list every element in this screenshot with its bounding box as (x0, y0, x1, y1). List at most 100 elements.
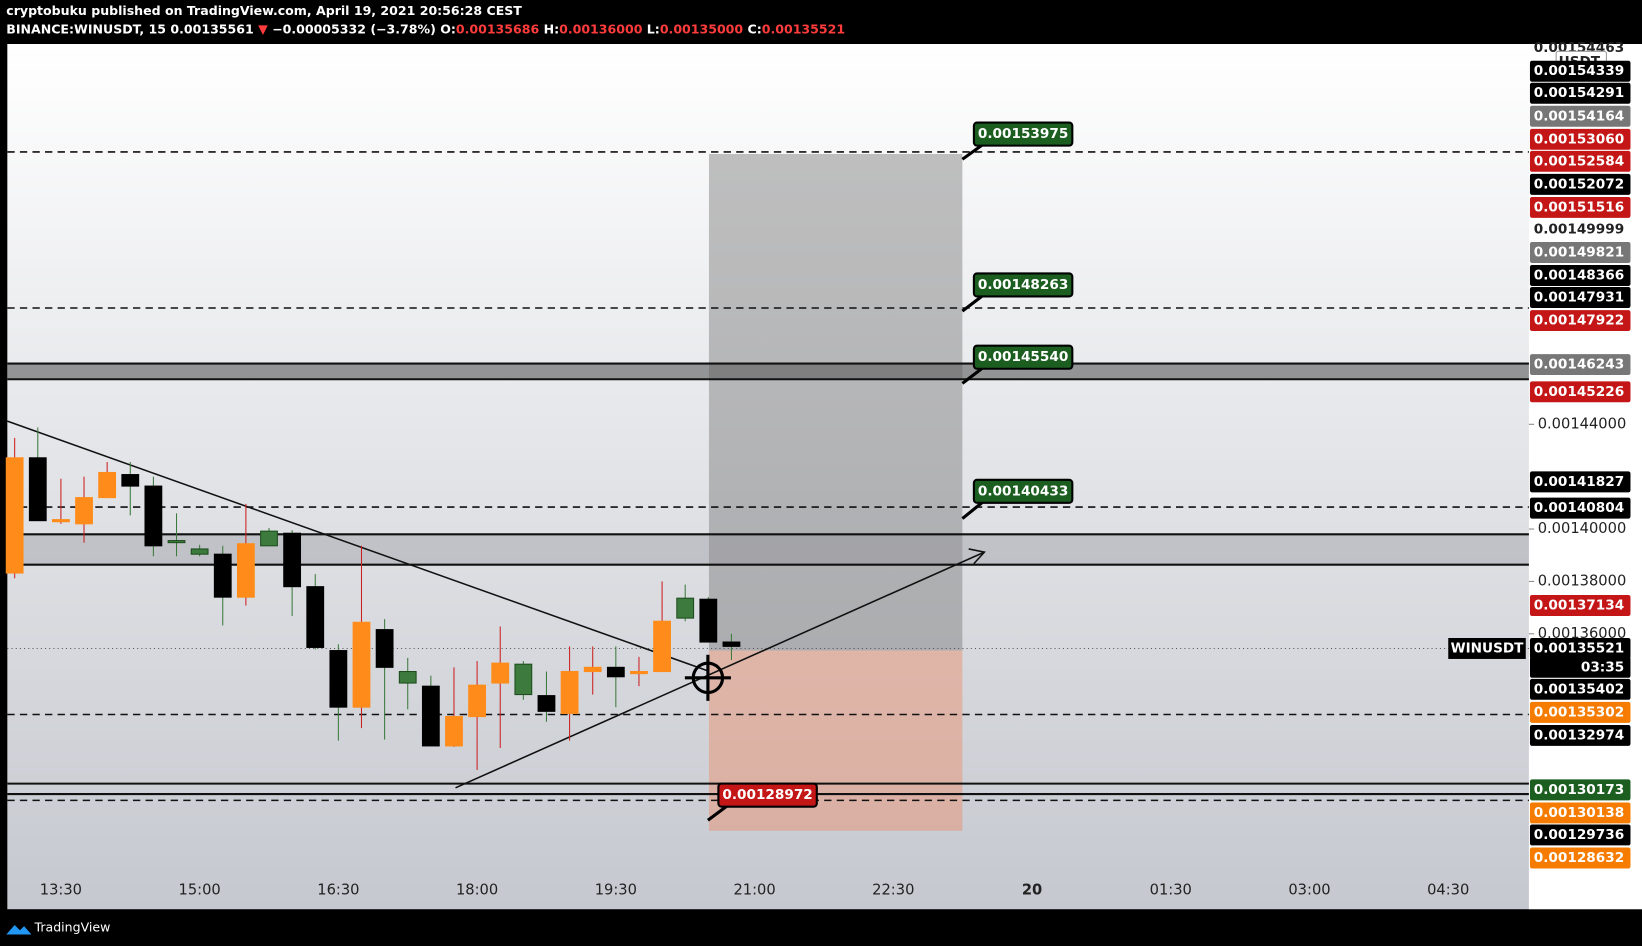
callout-text: 0.00153975 (978, 126, 1068, 142)
x-tick-label: 01:30 (1150, 881, 1192, 898)
price-label: 0.00129736 (1534, 827, 1624, 843)
candle-body (98, 471, 117, 499)
price-label: 0.00135302 (1534, 704, 1624, 720)
price-label-box (1529, 471, 1631, 493)
callout-box (972, 272, 1074, 298)
price-label-box (1529, 265, 1631, 286)
price-label: 0.00140804 (1534, 500, 1624, 516)
price-label-box (1529, 595, 1631, 616)
price-label: 0.00141827 (1534, 474, 1624, 490)
target-zone (708, 154, 963, 651)
x-tick-label: 18:00 (456, 881, 498, 898)
callout-box (972, 121, 1074, 147)
callout-box (717, 782, 818, 808)
candle-body (676, 597, 695, 619)
price-label: 0.00154164 (1534, 108, 1624, 124)
price-label-box (1529, 678, 1631, 700)
plot-background (7, 44, 1642, 910)
candle-body (75, 497, 93, 525)
x-tick-label: 13:30 (40, 881, 82, 898)
callout-text: 0.00128972 (722, 787, 812, 803)
symbol-box (1448, 638, 1526, 659)
callout-text: 0.00140433 (978, 483, 1068, 499)
x-tick-label: 04:30 (1427, 881, 1469, 898)
candle-body (329, 650, 348, 708)
candle-body (468, 684, 487, 718)
price-label-box (1529, 150, 1631, 172)
price-label-box (1529, 656, 1631, 678)
price-label-box (1529, 701, 1631, 723)
price-label-box (1529, 82, 1631, 104)
candle-body (514, 663, 533, 696)
price-label: 0.00132974 (1534, 727, 1624, 743)
y-tick-label: 0.00136000 (1538, 625, 1627, 642)
o: 0.00135686 (456, 21, 540, 36)
price-label: 0.00130138 (1534, 805, 1624, 821)
price-label-box (1529, 196, 1631, 218)
price-label-box (1529, 847, 1631, 869)
last: 0.00135561 (170, 21, 253, 36)
arrow-head (968, 548, 986, 565)
price-label-box (1529, 724, 1631, 746)
price-label: 0.00147922 (1534, 313, 1624, 329)
price-label: 0.00130173 (1534, 782, 1624, 798)
candle-body (537, 695, 556, 712)
candle-body (421, 685, 440, 747)
price-label-box (1529, 173, 1631, 195)
price-label: 0.00135521 (1534, 640, 1624, 656)
callout-box (972, 478, 1074, 504)
y-tick-label: 0.00144000 (1538, 415, 1627, 432)
price-label: 0.00128632 (1534, 850, 1624, 866)
price-label: 03:35 (1581, 659, 1624, 675)
price-label: 0.00152072 (1534, 176, 1624, 192)
h-label: H: (544, 21, 560, 36)
candle-body (352, 621, 371, 708)
candle-body (5, 457, 24, 574)
price-label-box (1529, 310, 1631, 332)
candle-body (560, 671, 579, 714)
l: 0.00135000 (660, 21, 744, 36)
l-label: L: (647, 21, 660, 36)
x-tick-label: 21:00 (733, 881, 775, 898)
price-label-box (1529, 824, 1631, 846)
candle-body (144, 485, 163, 547)
candle-body (190, 548, 209, 555)
change: −0.00005332 (−3.78%) (272, 21, 436, 36)
price-label: 0.00154339 (1534, 63, 1624, 79)
candle-body (52, 519, 70, 523)
candle-body (445, 716, 463, 747)
price-label: 0.00149821 (1534, 244, 1624, 260)
footer (0, 909, 1642, 946)
logo (6, 925, 32, 935)
price-label: 0.00152584 (1534, 153, 1624, 169)
x-tick-label: 16:30 (317, 881, 359, 898)
candle-body (283, 532, 302, 588)
candle-body (699, 598, 718, 643)
symbol: BINANCE:WINUSDT, 15 (6, 21, 166, 36)
zone-band (7, 363, 1529, 380)
c: 0.00135521 (762, 21, 845, 36)
candle-body (398, 671, 417, 684)
price-label: 0.00145226 (1534, 384, 1624, 400)
y-tick-label: 0.00140000 (1538, 520, 1627, 537)
brand: TradingView (34, 920, 111, 935)
price-label: 0.00153060 (1534, 131, 1624, 147)
price-label: 0.00135402 (1534, 681, 1624, 697)
overlay: 13:30 15:00 16:30 18:00 19:30 21:00 22:30 20 01:… (40, 40, 1631, 898)
ohlc-line: BINANCE:WINUSDT, 15 0.00135561 ▼ −0.0000… (6, 21, 845, 36)
candle-body (121, 474, 140, 487)
price-label-box (1529, 381, 1631, 403)
price-label: 0.00146243 (1534, 357, 1624, 373)
c-label: C: (748, 21, 762, 36)
price-label-box (1529, 242, 1631, 263)
publish-line: cryptobuku published on TradingView.com,… (6, 3, 522, 18)
callout-text: 0.00148263 (978, 277, 1068, 293)
price-label-box (1529, 105, 1631, 127)
price-label-box (1529, 128, 1631, 150)
candle-body (236, 543, 255, 598)
price-label-box (1529, 779, 1631, 801)
candle-body (653, 620, 671, 673)
price-label-box (1529, 497, 1631, 519)
o-label: O: (440, 21, 456, 36)
